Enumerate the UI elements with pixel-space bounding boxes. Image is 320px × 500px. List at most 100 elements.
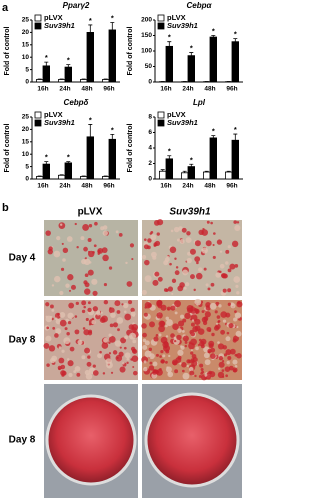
row-label: Day 8 (9, 335, 36, 346)
stain-dot (190, 322, 195, 327)
stain-dot (221, 273, 227, 279)
stain-dot (196, 261, 199, 265)
stain-dot (165, 360, 168, 364)
stain-dot (181, 329, 185, 333)
stain-dot (147, 238, 152, 243)
x-tick-label: 48h (204, 86, 215, 93)
error-bar (167, 155, 172, 159)
stain-dot (215, 272, 221, 278)
error-bar (189, 163, 194, 167)
stain-dot (159, 320, 166, 327)
stain-dot (57, 313, 60, 316)
significance-mark: * (168, 33, 171, 42)
stain-dot (88, 329, 93, 334)
stain-dot (80, 236, 85, 241)
stain-dot (141, 289, 147, 296)
stain-dot (203, 267, 207, 271)
stain-dot (165, 316, 169, 321)
stain-dot (183, 286, 187, 290)
legend-swatch (34, 119, 42, 127)
stain-dot (236, 291, 240, 295)
stain-dot (101, 342, 109, 349)
stain-dot (92, 370, 99, 376)
x-tick-label: 48h (204, 183, 215, 190)
stain-dot (143, 238, 147, 241)
error-bar (44, 161, 49, 165)
stain-dot (123, 302, 129, 309)
stain-dot (201, 247, 208, 254)
y-axis-label: Fold of control (127, 26, 134, 75)
stain-dot (201, 310, 205, 313)
stain-dot (129, 243, 135, 248)
stain-dot (147, 303, 152, 308)
column-header: pLVX (78, 207, 103, 218)
bar (80, 176, 88, 180)
stain-dot (199, 363, 204, 368)
stain-dot (162, 341, 169, 348)
y-axis-label: Fold of control (4, 26, 11, 75)
stain-dot (204, 359, 211, 366)
stain-dot (215, 323, 221, 330)
stain-dot (65, 283, 70, 288)
stain-dot (210, 221, 213, 225)
y-tick-label: 200 (141, 17, 152, 24)
stain-dot (166, 366, 169, 369)
stain-dot (102, 254, 109, 262)
stain-dot (87, 238, 92, 243)
stain-dot (216, 315, 221, 319)
error-bar (233, 38, 238, 42)
stain-dot (184, 341, 188, 344)
stain-dot (142, 338, 147, 343)
stain-dot (94, 221, 98, 226)
stain-dot (124, 310, 127, 314)
stain-dot (203, 316, 209, 322)
stain-dot (160, 359, 165, 364)
stain-dot (166, 255, 169, 258)
stain-dot (73, 370, 77, 374)
error-bar (182, 170, 187, 173)
micrograph (44, 220, 138, 296)
stain-dot (173, 226, 180, 233)
stain-dot (234, 312, 242, 319)
stain-dot (206, 220, 210, 224)
bar (58, 79, 66, 83)
bar (108, 138, 116, 180)
stain-dot (195, 346, 199, 351)
stain-dot (163, 288, 168, 292)
stain-dot (179, 282, 185, 288)
stain-dot (116, 310, 121, 314)
stain-dot (84, 282, 90, 288)
stain-dot (229, 263, 236, 270)
stain-dot (103, 283, 108, 287)
stain-dot (62, 258, 66, 262)
stain-dot (149, 353, 155, 360)
error-bar (66, 64, 71, 68)
stain-dot (110, 371, 114, 374)
stain-dot (228, 322, 234, 329)
error-bar (66, 161, 71, 163)
stain-dot (208, 329, 212, 333)
stain-dot (223, 353, 228, 357)
bar (36, 176, 44, 180)
x-tick-label: 48h (81, 183, 92, 190)
stain-dot (108, 341, 111, 344)
y-tick-label: 15 (22, 42, 30, 49)
stain-dot (234, 224, 241, 232)
bar (58, 174, 66, 180)
stain-dot (165, 324, 168, 328)
stain-dot (182, 369, 185, 373)
stain-dot (219, 263, 225, 269)
stain-dot (195, 272, 203, 280)
stain-dot (70, 284, 76, 290)
stain-dot (103, 337, 109, 343)
stain-dot (48, 246, 53, 251)
stain-dot (184, 344, 188, 348)
stain-dot (190, 274, 195, 280)
bar (108, 29, 116, 83)
bar (64, 66, 72, 83)
stain-dot (217, 341, 220, 344)
stain-dot (182, 372, 190, 380)
stain-dot (74, 222, 77, 226)
stain-dot (151, 251, 157, 258)
stain-dot (186, 257, 192, 264)
